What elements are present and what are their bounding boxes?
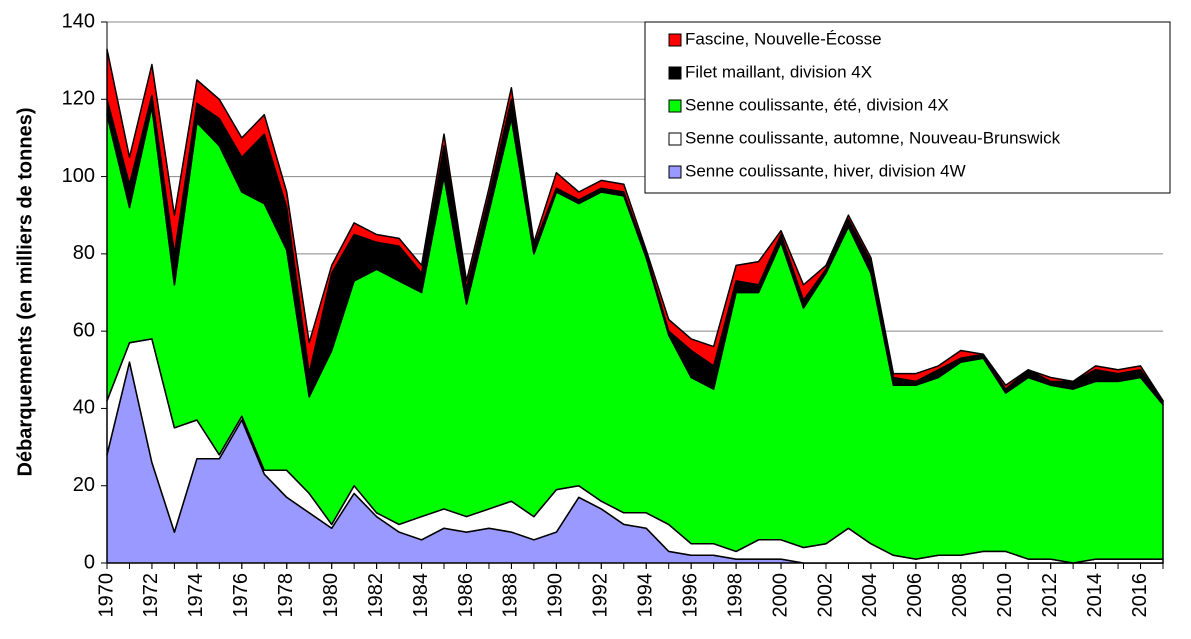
legend-swatch	[668, 99, 682, 113]
y-tick-label: 140	[62, 10, 95, 32]
x-tick-label: 2012	[1039, 573, 1061, 618]
legend-label: Fascine, Nouvelle-Écosse	[685, 29, 882, 48]
x-tick-label: 1998	[724, 573, 746, 618]
area	[106, 48, 1164, 402]
x-tick-label: 2008	[949, 573, 971, 618]
y-tick-label: 120	[62, 88, 95, 110]
x-tick-label: 2010	[994, 573, 1016, 618]
y-tick-label: 80	[73, 242, 95, 264]
x-tick-label: 2000	[769, 573, 791, 618]
x-tick-label: 2004	[859, 573, 881, 618]
x-tick-label: 2006	[904, 573, 926, 618]
x-tick-label: 1980	[320, 573, 342, 618]
x-tick-label: 2014	[1084, 573, 1106, 618]
x-tick-label: 1990	[545, 573, 567, 618]
y-tick-label: 100	[62, 165, 95, 187]
legend-swatch	[668, 66, 682, 80]
legend-swatch	[668, 132, 682, 146]
x-tick-label: 2002	[814, 573, 836, 618]
y-tick-label: 0	[84, 551, 95, 573]
x-tick-label: 1992	[590, 573, 612, 618]
legend-box	[644, 21, 1171, 194]
x-tick-label: 1982	[365, 573, 387, 618]
x-tick-label: 1978	[275, 573, 297, 618]
x-tick-label: 1986	[455, 573, 477, 618]
x-tick-label: 1972	[140, 573, 162, 618]
x-tick-label: 2016	[1129, 573, 1151, 618]
y-axis-title: Débarquements (en milliers de tonnes)	[14, 108, 36, 477]
y-tick-label: 40	[73, 397, 95, 419]
x-tick-label: 1996	[679, 573, 701, 618]
x-tick-label: 1994	[635, 573, 657, 618]
x-tick-label: 1970	[95, 573, 117, 618]
legend-label: Senne coulissante, automne, Nouveau-Brun…	[685, 128, 1061, 147]
x-tick-label: 1976	[230, 573, 252, 618]
x-tick-label: 1988	[500, 573, 522, 618]
y-tick-label: 60	[73, 319, 95, 341]
x-tick-label: 1984	[410, 573, 432, 618]
legend-swatch	[668, 33, 682, 47]
x-tick-label: 1974	[185, 573, 207, 618]
legend-label: Filet maillant, division 4X	[685, 62, 872, 81]
legend-swatch	[668, 165, 682, 179]
legend-label: Senne coulissante, hiver, division 4W	[685, 161, 966, 180]
legend-label: Senne coulissante, été, division 4X	[685, 95, 949, 114]
y-tick-label: 20	[73, 474, 95, 496]
